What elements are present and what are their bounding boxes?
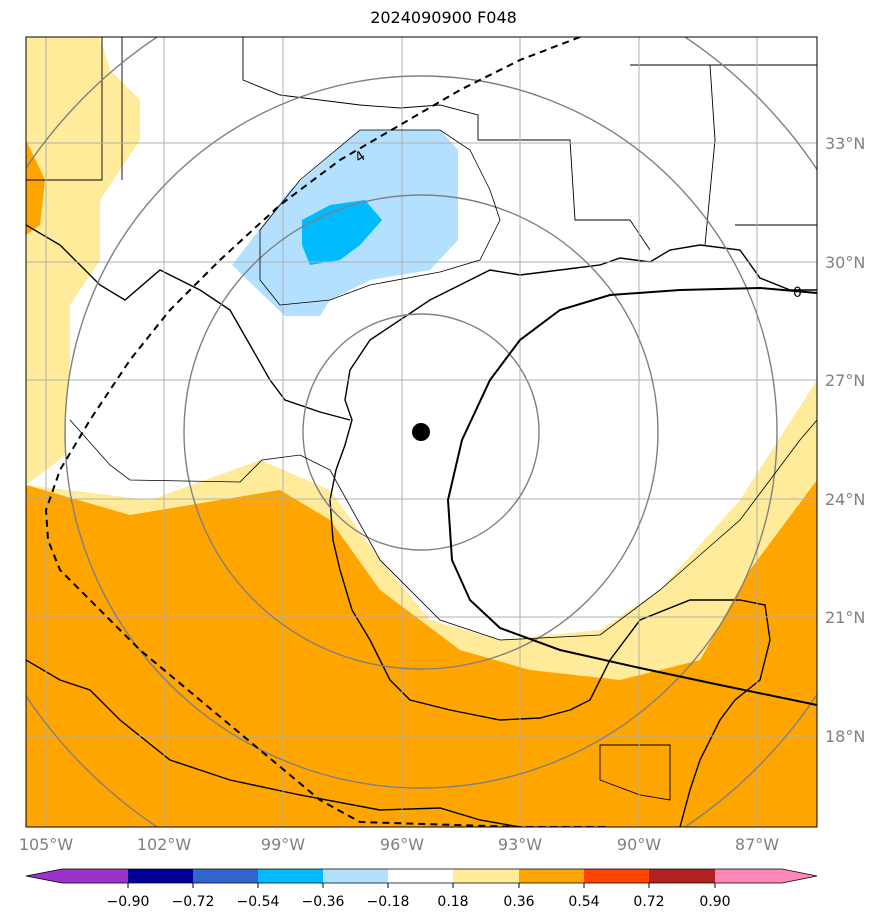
colorbar-tick-label: 0.90 [699, 894, 730, 910]
colorbar-outline [25, 868, 818, 884]
graticule [26, 37, 817, 827]
colorbar-tick-label: 0.72 [633, 894, 664, 910]
colorbar-bin [519, 869, 584, 883]
colorbar-ticks [127, 883, 716, 888]
lon-label: 93°W [498, 835, 542, 854]
lat-label: 21°N [825, 608, 865, 627]
fill-region-036-054-south [26, 480, 817, 827]
colorbar: −0.90 −0.72 −0.54 −0.36 −0.18 0.18 0.36 … [25, 868, 818, 910]
colorbar-bin [128, 869, 193, 883]
colorbar-tick-label: −0.90 [107, 894, 150, 910]
chart-title: 2024090900 F048 [370, 8, 517, 27]
lon-label: 90°W [617, 835, 661, 854]
colorbar-bin [388, 869, 453, 883]
lon-label: 102°W [137, 835, 192, 854]
colorbar-tick-label: −0.36 [302, 894, 345, 910]
colorbar-bin [323, 869, 388, 883]
colorbar-bin [258, 869, 323, 883]
texas-border [26, 224, 351, 421]
lat-label: 18°N [825, 727, 865, 746]
colorbar-tick-label: −0.18 [367, 894, 410, 910]
colorbar-bin [584, 869, 649, 883]
storm-center-marker [412, 423, 430, 441]
colorbar-bin [453, 869, 519, 883]
range-ring-3 [64, 75, 778, 789]
mexico-pacific-coast [26, 659, 521, 827]
lat-label: 27°N [825, 371, 865, 390]
range-ring-2 [183, 194, 659, 670]
colorbar-tick-label: 0.54 [568, 894, 599, 910]
lon-tick-labels: 105°W 102°W 99°W 96°W 93°W 90°W 87°W [19, 835, 779, 854]
colorbar-bin [649, 869, 715, 883]
colorbar-tick-label: 0.18 [437, 894, 468, 910]
thin-contours [69, 129, 817, 641]
lat-label: 33°N [825, 134, 865, 153]
lon-label: 99°W [261, 835, 305, 854]
range-ring-1 [302, 313, 540, 551]
colorbar-tick-label: −0.72 [172, 894, 215, 910]
lon-label: 105°W [19, 835, 74, 854]
contour-label-0: 0 [793, 285, 802, 301]
zero-contour-line [446, 286, 817, 706]
lon-label: 87°W [735, 835, 779, 854]
lon-label: 96°W [380, 835, 424, 854]
dashed-contour-line [44, 37, 610, 827]
lat-label: 24°N [825, 490, 865, 509]
colorbar-extend-right [715, 869, 817, 883]
colorbar-bin [193, 869, 258, 883]
fill-region-036-054-west [26, 140, 45, 235]
colorbar-extend-left [26, 869, 128, 883]
map-frame [25, 36, 818, 828]
colorbar-tick-label: −0.54 [237, 894, 280, 910]
colorbar-tick-label: 0.36 [503, 894, 534, 910]
lat-tick-labels: 33°N 30°N 27°N 24°N 21°N 18°N [825, 134, 865, 746]
lat-label: 30°N [825, 253, 865, 272]
